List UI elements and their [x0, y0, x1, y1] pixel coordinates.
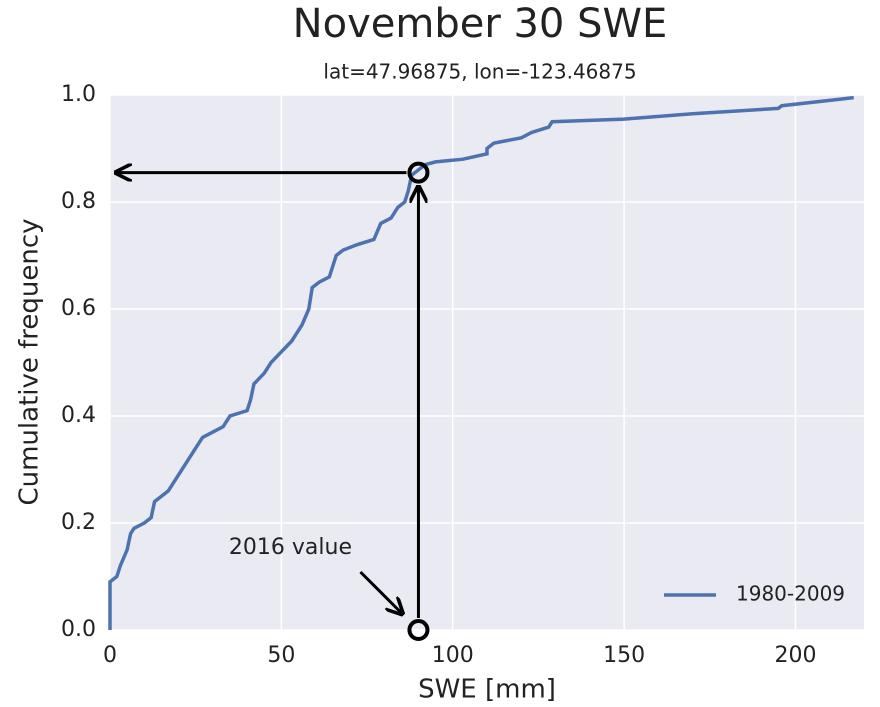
- x-tick-label: 200: [774, 643, 816, 668]
- annotation-label: 2016 value: [229, 535, 352, 560]
- y-tick-label: 0.0: [61, 617, 96, 642]
- y-tick-label: 0.2: [61, 510, 96, 535]
- x-tick-label: 0: [103, 643, 117, 668]
- chart-title: November 30 SWE: [293, 1, 668, 47]
- y-tick-label: 0.4: [61, 403, 96, 428]
- data-line: [108, 95, 854, 630]
- annotation-point: [407, 619, 430, 641]
- arrow: [359, 570, 402, 614]
- y-tick-label: 0.8: [61, 189, 96, 214]
- y-tick-label: 0.6: [61, 296, 96, 321]
- x-axis-label: SWE [mm]: [418, 675, 556, 705]
- y-axis-label: Cumulative frequency: [15, 218, 45, 505]
- annotation-point: [407, 161, 430, 184]
- legend-label: 1980-2009: [736, 582, 845, 606]
- x-tick-label: 150: [603, 643, 645, 668]
- plot-area: [110, 95, 864, 630]
- y-tick-label: 1.0: [61, 82, 96, 107]
- x-tick-label: 50: [267, 643, 295, 668]
- chart-subtitle: lat=47.96875, lon=-123.46875: [323, 60, 636, 84]
- x-tick-label: 100: [432, 643, 474, 668]
